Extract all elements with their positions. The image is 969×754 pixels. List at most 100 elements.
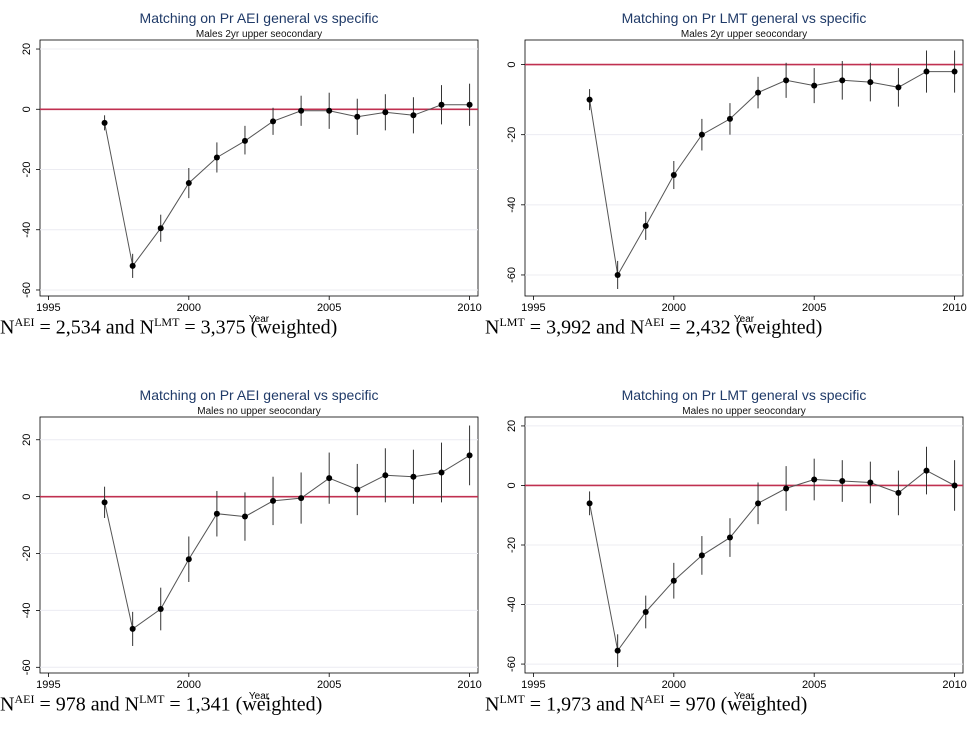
data-point: [614, 647, 621, 654]
caption-text: = 970 (weighted): [664, 693, 808, 716]
chart-subtitle: Males no upper seocondary: [682, 406, 805, 417]
chart-panel: Matching on Pr LMT general vs specific Ma…: [485, 377, 969, 754]
chart-title: Matching on Pr LMT general vs specific: [622, 10, 867, 26]
y-tick-label: -60: [21, 659, 33, 675]
data-point: [783, 485, 790, 492]
data-point: [726, 534, 733, 541]
chart-subtitle: Males 2yr upper seocondary: [681, 29, 807, 40]
x-tick-label: 2000: [662, 302, 686, 314]
y-tick-label: -40: [21, 222, 33, 238]
plot-area: [39, 416, 479, 674]
data-point: [129, 625, 136, 632]
caption-text: = 2,534 and N: [34, 316, 155, 339]
caption-text: N: [0, 316, 15, 339]
data-point: [129, 262, 136, 269]
data-point: [783, 77, 790, 84]
data-point: [298, 495, 305, 502]
data-point: [354, 113, 361, 120]
data-point: [213, 154, 220, 161]
data-point: [101, 499, 108, 506]
data-point: [839, 77, 846, 84]
data-point: [811, 82, 818, 89]
data-point: [382, 109, 389, 116]
sample-size-caption: NLMT = 3,992 and NAEI = 2,432 (weighted): [485, 315, 822, 340]
data-point: [586, 500, 593, 507]
data-point: [642, 222, 649, 229]
caption-text: N: [485, 316, 500, 339]
sample-size-caption: NAEI = 978 and NLMT = 1,341 (weighted): [0, 692, 322, 717]
caption-superscript: LMT: [139, 692, 165, 706]
data-point: [698, 131, 705, 138]
data-point: [213, 510, 220, 517]
y-tick-label: -20: [21, 546, 33, 562]
data-point: [157, 225, 164, 232]
sample-size-caption: NLMT = 1,973 and NAEI = 970 (weighted): [485, 692, 807, 717]
chart-panel: Matching on Pr AEI general vs specific Ma…: [0, 0, 484, 377]
y-tick-label: -60: [506, 267, 518, 283]
y-tick-label: 20: [21, 43, 33, 55]
data-point: [755, 500, 762, 507]
data-point: [867, 479, 874, 486]
data-point: [839, 478, 846, 484]
chart-subtitle: Males 2yr upper seocondary: [196, 29, 322, 40]
data-point: [670, 577, 677, 584]
data-point: [642, 608, 649, 615]
chart-title: Matching on Pr LMT general vs specific: [622, 387, 867, 403]
caption-superscript: LMT: [499, 692, 525, 706]
data-point: [867, 79, 874, 86]
y-tick-label: 0: [21, 494, 33, 500]
series-line: [104, 454, 470, 630]
y-tick-label: -20: [506, 537, 518, 553]
caption-superscript: LMT: [499, 315, 525, 329]
data-point: [670, 172, 677, 179]
data-point: [241, 513, 248, 520]
x-axis-label: Year: [734, 314, 755, 325]
x-tick-label: 1995: [521, 302, 545, 314]
y-tick-label: 0: [506, 61, 518, 67]
chart-title: Matching on Pr AEI general vs specific: [140, 10, 379, 26]
data-point: [410, 112, 417, 119]
x-tick-label: 2010: [457, 302, 481, 314]
y-tick-label: -20: [506, 127, 518, 143]
caption-text: = 1,973 and N: [524, 693, 645, 716]
data-point: [185, 180, 192, 187]
data-point: [382, 472, 389, 479]
data-point: [241, 137, 248, 144]
data-point: [895, 489, 902, 496]
plot-area: [39, 39, 479, 297]
x-tick-label: 2000: [662, 679, 686, 691]
y-tick-label: -40: [506, 597, 518, 613]
series-line: [589, 470, 955, 652]
chart-svg: Matching on Pr AEI general vs specific Ma…: [21, 387, 482, 702]
data-point: [270, 118, 277, 125]
x-tick-label: 2010: [457, 679, 481, 691]
x-tick-label: 2010: [942, 679, 966, 691]
data-point: [326, 475, 333, 482]
x-tick-label: 2005: [317, 302, 341, 314]
caption-text: = 2,432 (weighted): [664, 316, 823, 339]
x-tick-label: 2000: [177, 679, 201, 691]
data-point: [614, 271, 621, 278]
data-point: [157, 606, 164, 612]
series-line: [104, 104, 470, 268]
x-tick-label: 1995: [36, 679, 60, 691]
plot-area: [524, 39, 964, 297]
data-point: [466, 452, 473, 459]
data-point: [586, 96, 593, 103]
data-point: [354, 486, 361, 493]
y-tick-label: 0: [21, 106, 33, 112]
data-point: [410, 473, 417, 480]
data-point: [951, 68, 958, 75]
y-tick-label: -20: [21, 162, 33, 178]
data-point: [185, 556, 192, 563]
x-tick-label: 1995: [36, 302, 60, 314]
data-point: [755, 89, 762, 96]
y-tick-label: -60: [21, 282, 33, 298]
sample-size-caption: NAEI = 2,534 and NLMT = 3,375 (weighted): [0, 315, 337, 340]
y-tick-label: 20: [21, 434, 33, 446]
data-point: [923, 467, 930, 474]
x-tick-label: 2005: [802, 679, 826, 691]
x-tick-label: 2000: [177, 302, 201, 314]
x-tick-label: 2010: [942, 302, 966, 314]
caption-text: = 3,992 and N: [524, 316, 645, 339]
